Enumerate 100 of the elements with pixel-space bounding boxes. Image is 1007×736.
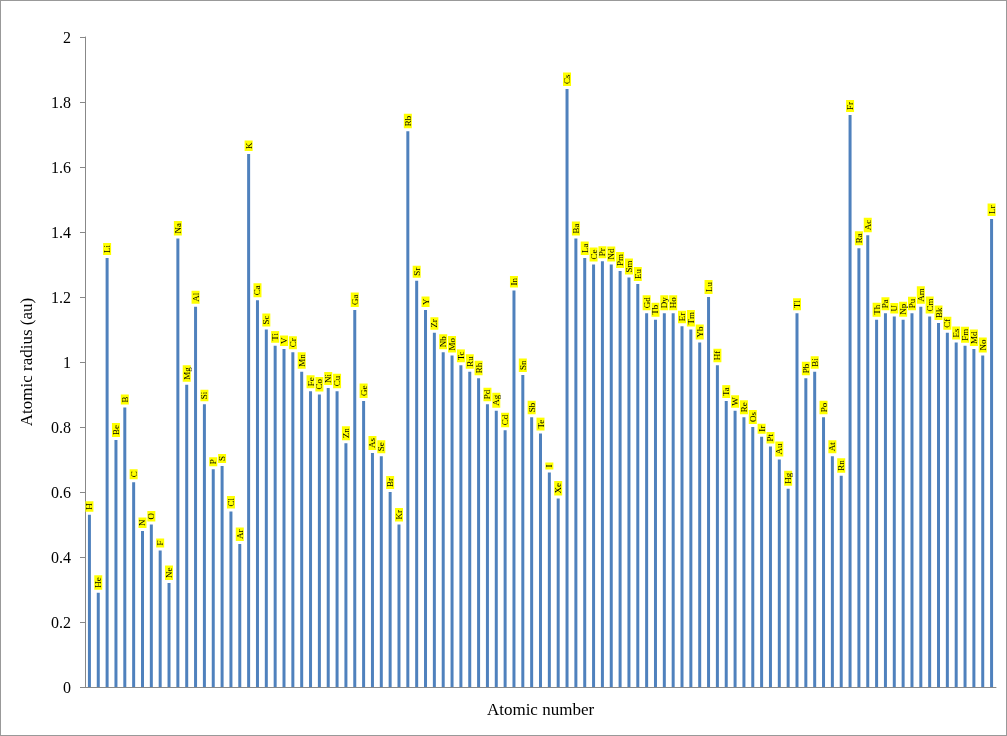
bar [229, 511, 233, 687]
x-tick-label: Be [110, 425, 121, 435]
bar [609, 264, 613, 687]
x-tick-label: Ce [588, 249, 599, 260]
bar [547, 472, 551, 687]
x-tick-label: Hg [783, 472, 794, 484]
x-tick-label: Mo [447, 337, 458, 351]
x-tick-label: O [146, 512, 157, 520]
x-tick-label: Ir [756, 425, 767, 432]
bar [202, 404, 206, 687]
bar [910, 313, 914, 687]
x-tick-label: Cd [500, 414, 511, 426]
x-tick-label: Na [172, 223, 183, 234]
bar [503, 430, 507, 687]
x-tick-label: Ge [358, 385, 369, 396]
bar [848, 115, 852, 687]
x-tick-label: Bk [933, 307, 944, 318]
x-tick-label: As [367, 437, 378, 448]
x-tick-label: Ac [862, 219, 873, 231]
bar [282, 349, 286, 687]
x-tick-label: Sb [526, 402, 537, 413]
y-tick-label: 0.6 [51, 483, 71, 501]
x-tick-label: Sr [411, 267, 422, 276]
x-tick-label: Rn [836, 459, 847, 471]
bar [309, 391, 313, 687]
x-tick-label: Rh [473, 362, 484, 374]
x-tick-label: Zr [429, 319, 440, 328]
bar [326, 388, 330, 687]
y-tick-label: 1.2 [51, 288, 71, 306]
x-tick-label: Er [677, 312, 688, 322]
x-tick-label: Cs [562, 74, 573, 84]
y-tick-label: 2 [63, 28, 71, 46]
bar [211, 469, 215, 687]
x-tick-label: Co [314, 378, 325, 390]
x-tick-label: Te [535, 419, 546, 429]
x-tick-label: No [977, 339, 988, 351]
x-tick-label: Ti [270, 332, 281, 341]
bar [379, 456, 383, 687]
bar [618, 271, 622, 687]
x-tick-label: Ni [323, 373, 334, 383]
x-tick-label: Ra [853, 233, 864, 244]
bar [653, 319, 657, 687]
bar [194, 306, 198, 687]
bar [822, 417, 826, 687]
x-tick-label: Rb [402, 115, 413, 127]
x-tick-label: Hf [712, 350, 723, 361]
x-tick-label: Sn [517, 359, 528, 370]
x-tick-label: Ru [464, 355, 475, 367]
x-tick-label: Fr [845, 101, 856, 110]
bar [707, 297, 711, 687]
x-tick-label: Pt [765, 433, 776, 442]
x-tick-label: Pd [482, 389, 493, 400]
x-tick-label: Sm [623, 260, 634, 273]
bar [477, 378, 481, 687]
bar [530, 417, 534, 687]
x-tick-label: Tc [455, 351, 466, 361]
bar [645, 313, 649, 687]
bar [919, 306, 923, 687]
x-tick-label: Sc [261, 315, 272, 325]
bar [990, 219, 994, 687]
bar [662, 313, 666, 687]
y-axis-title: Atomic radius (au) [17, 297, 36, 427]
y-tick-label: 0 [63, 678, 71, 696]
x-tick-label: Md [968, 331, 979, 344]
x-tick-label: Y [420, 298, 431, 305]
bar [415, 280, 419, 687]
x-tick-label: Nb [438, 335, 449, 348]
x-axis-title: Atomic number [486, 700, 595, 719]
x-tick-label: C [128, 471, 139, 478]
x-tick-label: S [217, 455, 228, 461]
x-tick-label: Lr [986, 205, 997, 214]
x-tick-label: Ar [234, 529, 245, 539]
x-tick-label: He [93, 577, 104, 588]
x-tick-label: Tl [792, 299, 802, 309]
bar [857, 248, 861, 687]
bar [512, 290, 516, 687]
x-tick-label: Re [738, 402, 749, 413]
x-tick-label: Li [102, 244, 113, 253]
bar [450, 355, 454, 687]
bar [485, 404, 489, 687]
x-tick-label: Ba [570, 223, 581, 234]
bar [158, 550, 162, 687]
x-tick-label: Cm [924, 298, 935, 312]
bar [972, 349, 976, 687]
bar [220, 466, 224, 687]
bar [583, 258, 587, 687]
bar [636, 284, 640, 687]
x-tick-label: Tb [650, 304, 661, 315]
bar [132, 482, 136, 687]
bar [742, 417, 746, 687]
bar [273, 345, 277, 687]
bar [937, 323, 941, 687]
x-tick-label: Th [871, 304, 882, 315]
x-tick-label: Se [376, 442, 387, 452]
x-tick-label: Tm [685, 312, 696, 325]
x-tick-label: Cr [287, 338, 298, 348]
bar [671, 313, 675, 687]
bar [185, 384, 189, 687]
bar [494, 410, 498, 687]
bar [96, 592, 100, 687]
